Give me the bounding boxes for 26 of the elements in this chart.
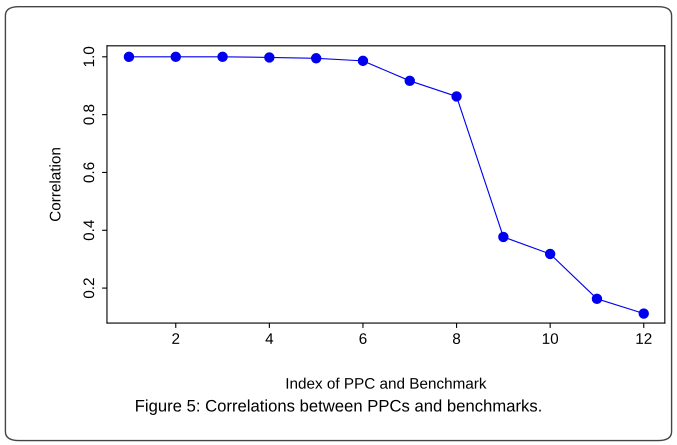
point — [404, 76, 415, 86]
y-tick-label: 0.2 — [83, 278, 94, 298]
y-tick-label: 0.8 — [83, 104, 94, 125]
point — [592, 294, 602, 304]
x-tick-label: 12 — [636, 333, 652, 344]
y-tick-label: 0.4 — [83, 220, 94, 240]
point — [451, 91, 462, 102]
x-tick-label: 2 — [172, 333, 180, 344]
point — [544, 248, 556, 260]
x-tick-label: 10 — [542, 333, 558, 344]
point — [358, 56, 368, 66]
x-axis-title: Index of PPC and Benchmark — [286, 378, 487, 389]
point — [498, 232, 509, 242]
point — [170, 52, 181, 62]
caption: Figure 5: Correlations between PPCs and benchmarks. — [136, 399, 541, 415]
y-axis-title: Correlation — [49, 148, 61, 222]
x-tick-label: 8 — [452, 333, 460, 344]
point — [264, 52, 275, 63]
x-tick-label: 6 — [359, 333, 367, 344]
point — [124, 52, 134, 62]
x-tick-label: 4 — [265, 333, 274, 344]
point — [310, 53, 322, 64]
point — [638, 308, 649, 319]
y-tick-label: 0.6 — [83, 162, 94, 182]
point — [217, 52, 228, 62]
y-tick-label: 1.0 — [83, 46, 94, 66]
